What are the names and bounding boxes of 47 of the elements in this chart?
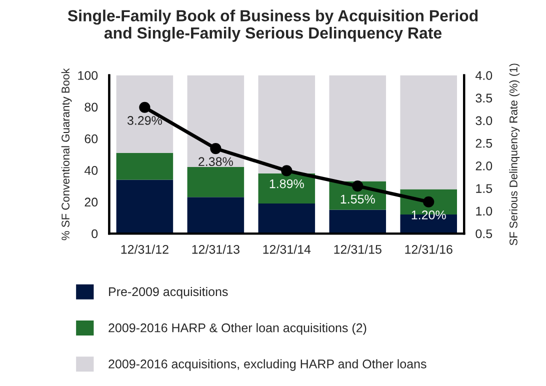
data-label: 3.29% [127,116,162,125]
y2-tick-label: 3.0 [476,116,492,126]
y-axis-title: % SF Conventional Guaranty Book [61,68,72,240]
bar [329,210,386,234]
bar [400,75,457,190]
bar [116,152,174,180]
y-tick-label: 100 [78,71,98,80]
y2-tick-label: 3.5 [476,94,492,103]
bar [329,75,386,182]
y2-tick-label: 1.0 [476,206,492,216]
bar [187,75,244,168]
point [210,142,222,154]
x-tick-label: 12/31/16 [405,244,452,254]
x-tick-label: 12/31/15 [334,244,382,254]
bar [187,197,244,234]
data-label: 1.20% [412,210,446,220]
bar [258,203,316,234]
bar [187,167,244,198]
y2-tick-label: 4.0 [476,71,492,80]
y2-tick-label: 2.0 [476,162,492,170]
chart-title: Single-Family Book of Business by Acquisition Period and Single-Family Serious Delinquency Rate [68,10,478,42]
point [352,180,364,192]
data-label: 1.55% [340,194,375,204]
point [281,165,292,176]
legend-label: 2009-2016 acquisitions, excluding HARP and Other loans [108,359,426,371]
y-tick-label: 80 [84,102,98,112]
y-tick-label: 0 [92,229,98,238]
y2-tick-label: 2.5 [476,138,492,148]
bar [116,75,174,153]
data-label: 2.38% [198,157,233,166]
point [139,102,150,113]
y2-tick-label: 1.5 [476,184,492,193]
y2-tick-label: 0.5 [476,229,492,238]
legend-label: Pre-2009 acquisitions [109,286,228,299]
y-tick-label: 60 [84,134,98,144]
x-tick-label: 12/31/14 [263,244,311,254]
x-tick-label: 12/31/13 [192,244,240,254]
bar [116,180,174,234]
y-tick-label: 20 [84,198,98,207]
bar [258,173,316,204]
data-label: 1.89% [270,179,304,188]
y2-axis-title: SF Serious Delinquency Rate (%) (1) [509,64,520,246]
point [423,196,434,208]
bar [258,75,316,174]
x-tick-label: 12/31/12 [121,244,168,254]
legend-label: 2009-2016 HARP & Other loan acquisitions (2) [108,323,366,335]
y-tick-label: 40 [84,166,98,175]
